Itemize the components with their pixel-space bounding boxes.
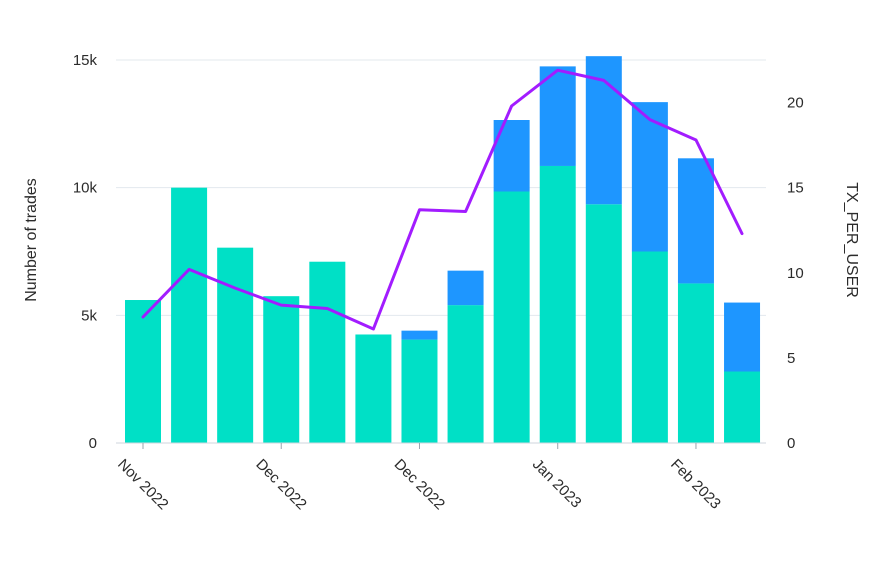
bar-segment-series-1 (171, 187, 208, 443)
bar-segment-series-1 (309, 261, 346, 443)
bar-segment-series-1 (125, 300, 161, 443)
x-tick-label: Dec 2022 (391, 456, 448, 513)
x-tick-label: Nov 2022 (114, 456, 171, 513)
bar-segment-series-1 (447, 305, 484, 443)
bar-segment-series-1 (217, 247, 254, 443)
y-axis-left-title: Number of trades (23, 178, 40, 302)
y-right-tick-label: 10 (787, 265, 804, 282)
bar-segment-series-1 (493, 191, 530, 443)
bars (125, 56, 761, 444)
y-right-tick-label: 15 (787, 180, 804, 197)
bar-segment-series-2 (447, 270, 484, 306)
y-left-tick-label: 0 (89, 435, 97, 452)
bar-segment-series-2 (631, 102, 668, 252)
y-axis-right-title: TX_PER_USER (843, 182, 860, 298)
bar-segment-series-2 (401, 330, 438, 340)
x-tick-label: Jan 2023 (529, 456, 585, 512)
x-tick-label: Dec 2022 (252, 456, 309, 513)
bar-segment-series-2 (539, 66, 576, 166)
bar-segment-series-1 (355, 334, 392, 443)
bar-segment-series-2 (493, 120, 530, 192)
bar-segment-series-1 (263, 296, 300, 443)
bar-segment-series-1 (401, 339, 438, 443)
y-left-tick-label: 10k (73, 180, 98, 197)
grid-lines (116, 59, 766, 316)
line-series (141, 68, 744, 331)
bar-segment-series-1 (539, 165, 576, 444)
bar-segment-series-2 (677, 158, 714, 284)
y-left-tick-label: 15k (73, 52, 98, 69)
tx-per-user-line (141, 68, 744, 331)
bar-segment-series-1 (585, 204, 622, 443)
y-right-tick-label: 20 (787, 95, 804, 112)
y-left-tick-label: 5k (81, 307, 97, 324)
y-right-tick-label: 5 (787, 350, 795, 367)
x-tick-label: Feb 2023 (667, 456, 724, 513)
y-right-tick-label: 0 (787, 435, 795, 452)
bar-segment-series-1 (677, 283, 714, 443)
bar-segment-series-2 (724, 302, 761, 372)
bar-segment-series-1 (631, 251, 668, 443)
bar-segment-series-1 (724, 371, 761, 443)
